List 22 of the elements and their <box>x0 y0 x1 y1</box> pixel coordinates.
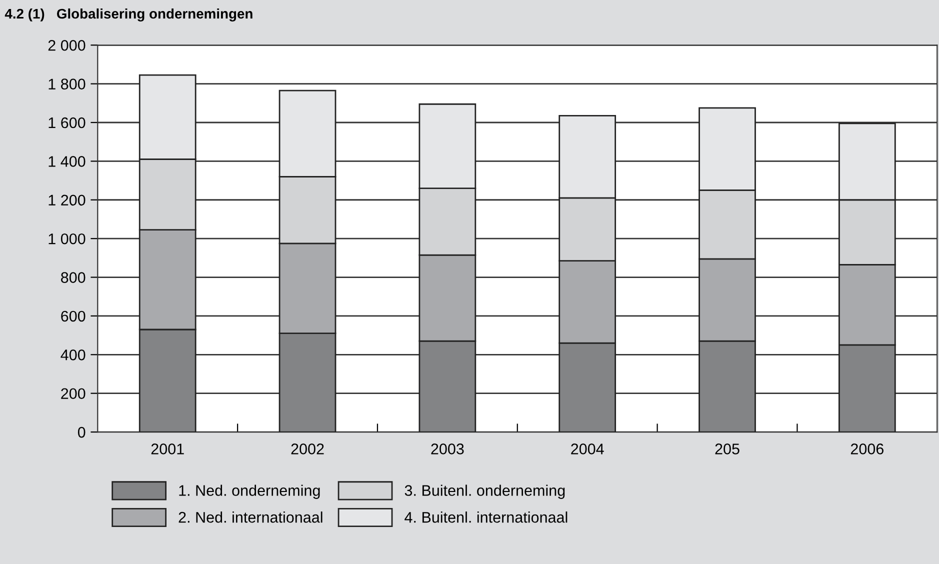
y-tick-label: 1 800 <box>48 78 86 90</box>
x-tick-label: 2004 <box>571 444 604 454</box>
x-tick-label: 2003 <box>431 444 464 454</box>
legend-label: 4. Buitenl. internationaal <box>404 512 568 523</box>
x-tick-label: 2006 <box>850 444 884 454</box>
chart-title: 4.2 (1) Globalisering ondernemingen <box>4 8 252 22</box>
x-tick-label: 205 <box>715 444 740 454</box>
legend-label: 2. Ned. internationaal <box>178 512 322 523</box>
y-tick-label: 1 000 <box>48 233 86 244</box>
y-tick-label: 1 400 <box>48 156 86 167</box>
y-tick-label: 2 000 <box>48 40 86 51</box>
x-tick-label: 2002 <box>291 444 324 454</box>
y-tick-label: 600 <box>61 310 86 322</box>
y-tick-label: 800 <box>61 272 86 283</box>
legend-label: 1. Ned. onderneming <box>179 484 320 499</box>
y-tick-label: 400 <box>60 350 86 360</box>
y-tick-label: 0 <box>78 426 86 438</box>
legend-label: 3. Buitenl. onderneming <box>404 484 565 499</box>
y-tick-label: 1 600 <box>48 117 86 128</box>
x-tick-label: 2001 <box>151 444 184 454</box>
y-tick-label: 1 200 <box>48 194 86 206</box>
y-tick-label: 200 <box>61 388 86 400</box>
